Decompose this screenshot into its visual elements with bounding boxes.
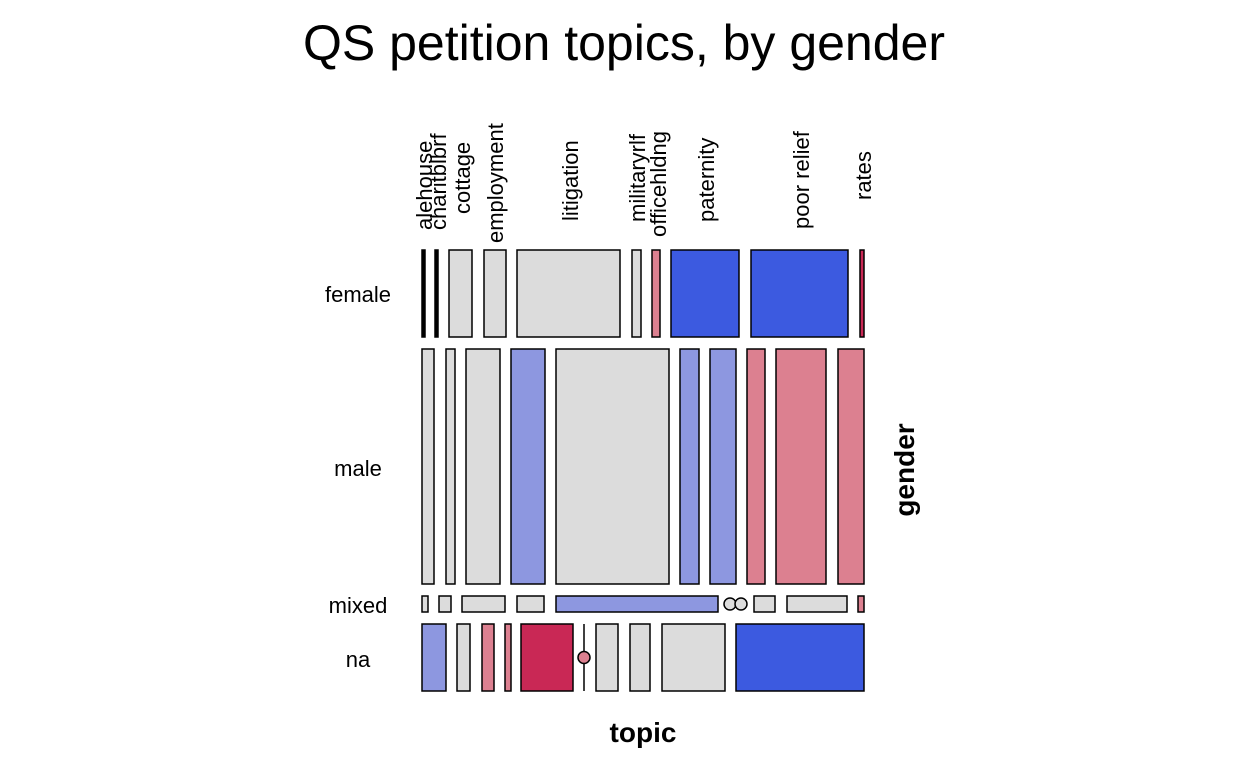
tile-na-employment — [504, 623, 512, 692]
tile-female-poor-relief — [750, 249, 849, 338]
gender-label-na: na — [346, 647, 371, 672]
tile-mixed-alehouse — [421, 595, 429, 613]
gender-label-male: male — [334, 456, 382, 481]
tile-female-alehouse — [421, 249, 426, 338]
tile-female-rates — [859, 249, 865, 338]
tile-male-litigation — [555, 348, 670, 585]
tile-mixed-charitblbrf — [438, 595, 452, 613]
topic-label-employment: employment — [483, 123, 508, 243]
tile-na-officehldng — [595, 623, 619, 692]
tile-na-rates — [735, 623, 865, 692]
tile-male-paternity — [746, 348, 766, 585]
x-axis-label: topic — [610, 717, 677, 748]
tile-mixed-militaryrlf — [723, 597, 737, 611]
topic-label-paternity: paternity — [694, 138, 719, 222]
topic-label-litigation: litigation — [558, 140, 583, 221]
tile-female-charitblbrf — [434, 249, 439, 338]
tile-na-alehouse — [421, 623, 447, 692]
tile-na-militaryrlf — [577, 650, 591, 665]
tile-mixed-paternity — [753, 595, 776, 613]
tile-na-paternity — [629, 623, 651, 692]
tile-na-charitblbrf — [456, 623, 471, 692]
topic-label-militaryrlf: militaryrlf — [625, 133, 650, 222]
tile-mixed-rates — [857, 595, 865, 613]
topic-label-alehouse: alehouse — [412, 141, 437, 230]
tile-male-militaryrlf — [679, 348, 700, 585]
tile-male-cottage — [465, 348, 501, 585]
topic-label-cottage: cottage — [450, 142, 475, 214]
tile-na-litigation — [520, 623, 574, 692]
tile-female-officehldng — [651, 249, 661, 338]
mosaic-tiles — [421, 249, 865, 692]
topic-label-rates: rates — [851, 151, 876, 200]
topic-label-charitblbrf: charitblbrf — [426, 133, 451, 230]
tile-male-officehldng — [709, 348, 737, 585]
gender-label-mixed: mixed — [329, 593, 388, 618]
tile-male-rates — [837, 348, 865, 585]
tile-na-poor-relief — [661, 623, 726, 692]
chart-title: QS petition topics, by gender — [303, 15, 945, 71]
tile-mixed-cottage — [461, 595, 506, 613]
tile-female-employment — [483, 249, 507, 338]
tile-male-poor-relief — [775, 348, 827, 585]
tile-mixed-officehldng — [734, 597, 748, 611]
gender-label-female: female — [325, 282, 391, 307]
tile-female-militaryrlf — [631, 249, 642, 338]
tile-na-cottage — [481, 623, 495, 692]
tile-mixed-litigation — [555, 595, 719, 613]
topic-label-poor-relief: poor relief — [789, 130, 814, 229]
topic-label-officehldng: officehldng — [646, 131, 671, 237]
gender-tick-labels: female male mixed na — [325, 282, 391, 672]
tile-male-employment — [510, 348, 546, 585]
tile-male-charitblbrf — [445, 348, 456, 585]
tile-female-litigation — [516, 249, 621, 338]
tile-female-paternity — [670, 249, 740, 338]
tile-male-alehouse — [421, 348, 435, 585]
tile-female-cottage — [448, 249, 473, 338]
y-axis-label: gender — [889, 423, 920, 516]
tile-mixed-employment — [516, 595, 545, 613]
tile-mixed-poor-relief — [786, 595, 848, 613]
